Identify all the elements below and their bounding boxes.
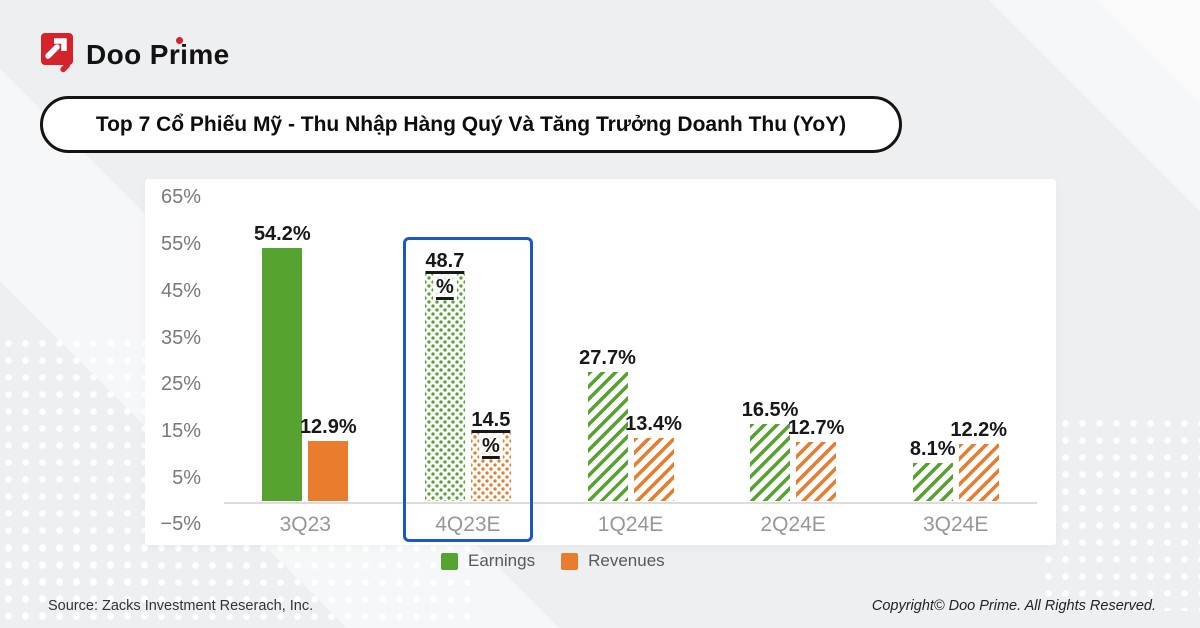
x-axis-label: 1Q24E [597, 513, 664, 536]
bar-value-label: 54.2% [253, 223, 311, 245]
chart-title-banner: Top 7 Cổ Phiếu Mỹ - Thu Nhập Hàng Quý Và… [40, 96, 902, 153]
bar-value-label: 12.7% [787, 417, 845, 439]
y-tick-label: 15% [160, 419, 201, 442]
bar-value-label: 27.7% [579, 347, 636, 369]
bar-earnings-3Q24E [912, 463, 953, 501]
bar-revenues-3Q23 [308, 441, 349, 501]
bar-revenues-2Q24E [796, 442, 837, 501]
chart-card: 65% 55% 45% 35% 25% 15% 5% −5% 54.2% 12.9% 3Q23 48… [145, 179, 1056, 545]
background-halftone-dots [0, 540, 470, 628]
source-text: Source: Zacks Investment Reserach, Inc. [48, 598, 314, 614]
y-tick-label: 5% [172, 466, 201, 489]
highlight-box [402, 237, 533, 542]
bar-earnings-1Q24E [587, 372, 628, 501]
legend-swatch-earnings [441, 552, 458, 570]
copyright-text: Copyright© Doo Prime. All Rights Reserve… [871, 598, 1156, 614]
y-tick-label: 55% [160, 233, 201, 256]
legend-swatch-revenues [561, 552, 579, 570]
y-tick-label: 45% [160, 279, 201, 302]
y-axis: 65% 55% 45% 35% 25% 15% 5% −5% [145, 179, 201, 545]
x-axis-line [224, 502, 1037, 504]
y-tick-label: −5% [160, 513, 201, 536]
logo-i-dot [176, 37, 183, 44]
x-axis-label: 4Q23E [435, 513, 501, 536]
bar-value-label: 12.9% [299, 416, 357, 438]
background-halftone-dots [1040, 415, 1200, 611]
legend-label-revenues: Revenues [588, 551, 665, 570]
x-axis-label: 2Q24E [760, 513, 826, 536]
y-tick-label: 65% [160, 186, 201, 209]
bar-value-label: 14.5% [451, 407, 531, 459]
legend-label-earnings: Earnings [468, 551, 536, 570]
doo-prime-logo-icon [40, 32, 76, 79]
logo: Doo Prime [40, 32, 230, 79]
bar-value-label: 48.7% [405, 248, 485, 300]
x-axis-label: 3Q24E [922, 513, 989, 536]
bar-value-label: 16.5% [741, 399, 799, 421]
bar-earnings-2Q24E [750, 424, 791, 501]
bar-earnings-4Q23E [424, 274, 465, 501]
y-tick-label: 35% [160, 326, 201, 349]
bar-revenues-3Q24E [958, 444, 999, 501]
logo-text: Doo Prime [86, 39, 230, 70]
bar-revenues-1Q24E [633, 438, 674, 501]
y-tick-label: 25% [160, 373, 201, 396]
x-axis-label: 3Q23 [279, 513, 331, 536]
legend-item-revenues: Revenues [561, 551, 665, 571]
bar-value-label: 13.4% [625, 413, 682, 435]
bar-earnings-3Q23 [262, 248, 303, 501]
chart-title: Top 7 Cổ Phiếu Mỹ - Thu Nhập Hàng Quý Và… [95, 112, 847, 136]
legend-item-earnings: Earnings [441, 551, 535, 571]
bar-value-label: 12.2% [950, 419, 1008, 441]
legend: Earnings Revenues [441, 551, 665, 571]
bar-value-label: 8.1% [909, 438, 956, 460]
plot-area: 54.2% 12.9% 3Q23 48.7% 14.5% 4Q23E 27.7% 13.4% 1… [145, 179, 1056, 545]
